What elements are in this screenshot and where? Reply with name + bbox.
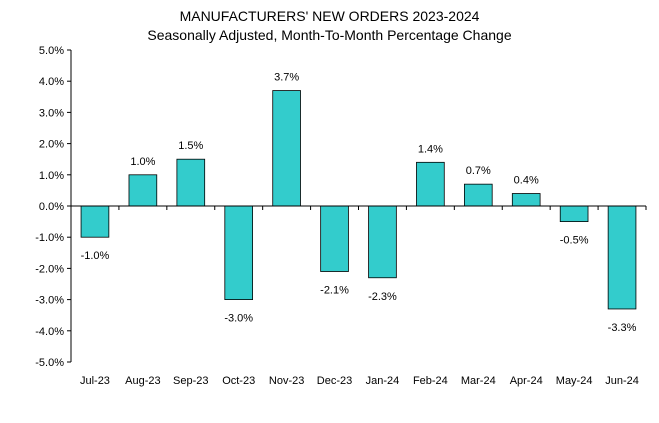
x-tick-label: Jul-23 [80,375,110,387]
y-tick-label: 2.0% [39,139,64,151]
y-tick-label: 0.0% [39,201,64,213]
bar [511,193,541,207]
y-tick-label: 5.0% [39,45,64,57]
bar [416,161,445,207]
bar [368,205,397,279]
y-tick-label: 1.0% [39,170,64,182]
y-tick-label: -4.0% [35,326,64,338]
x-tick-label: Apr-24 [510,375,543,387]
bar [607,205,637,310]
chart-subtitle: Seasonally Adjusted, Month-To-Month Perc… [147,27,512,43]
x-tick-label: Dec-23 [317,375,352,387]
bar [463,183,493,207]
data-label: -0.5% [560,235,589,247]
x-tick-label: Feb-24 [413,375,448,387]
x-tick-label: Jan-24 [366,375,400,387]
x-tick-label: Mar-24 [461,375,496,387]
y-tick-label: -1.0% [35,232,64,244]
data-label: -3.0% [224,313,253,325]
y-tick-label: -3.0% [35,295,64,307]
data-label: -2.3% [368,291,397,303]
x-tick-label: Jun-24 [605,375,639,387]
data-label: 0.4% [514,175,539,187]
y-tick-label: 3.0% [39,107,64,119]
bar [559,205,589,222]
data-label: 3.7% [274,72,299,84]
y-tick-label: -5.0% [35,357,64,369]
x-tick-label: Nov-23 [269,375,304,387]
bar [176,158,206,207]
y-tick-label: -2.0% [35,263,64,275]
data-label: -1.0% [81,250,110,262]
y-tick-label: 4.0% [39,76,64,88]
data-label: 0.7% [466,165,491,177]
chart-title: MANUFACTURERS' NEW ORDERS 2023-2024 [179,8,480,24]
x-tick-label: Sep-23 [173,375,208,387]
data-label: 1.4% [418,143,443,155]
bar [272,90,301,207]
data-label: 1.0% [130,156,155,168]
bar [80,205,110,238]
bar [224,205,254,300]
bar [128,174,158,207]
x-tick-label: May-24 [556,375,593,387]
data-label: -2.1% [320,285,349,297]
x-tick-label: Aug-23 [125,375,160,387]
data-label: 1.5% [178,140,203,152]
x-tick-label: Oct-23 [222,375,255,387]
bar [320,205,349,272]
data-label: -3.3% [608,322,637,334]
